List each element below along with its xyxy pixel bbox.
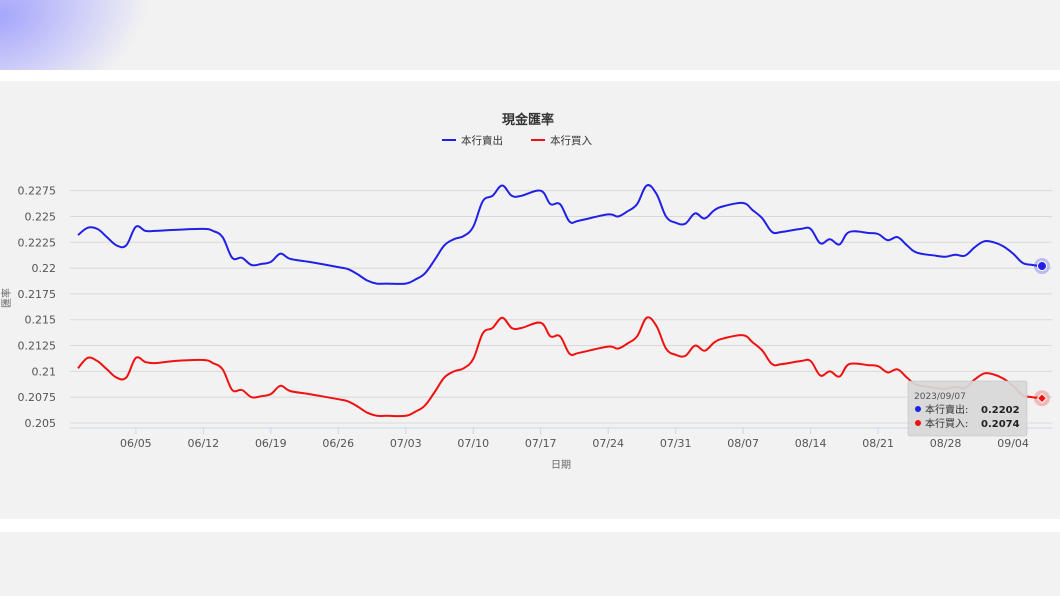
section-divider	[0, 70, 1060, 81]
top-banner	[0, 0, 1060, 70]
legend[interactable]: 本行賣出 本行買入	[442, 134, 592, 147]
x-tick-label: 08/21	[862, 437, 894, 450]
tooltip-value-sell: 0.2202	[981, 405, 1020, 416]
x-tick-label: 06/19	[255, 437, 287, 450]
x-tick-label: 06/12	[187, 437, 219, 450]
y-axis-title: 匯率	[0, 288, 13, 308]
tooltip-label-buy: 本行買入:	[925, 417, 968, 430]
y-tick-label: 0.2075	[18, 391, 57, 404]
tooltip-value-buy: 0.2074	[981, 419, 1020, 430]
x-tick-label: 06/05	[120, 437, 152, 450]
legend-label-buy: 本行買入	[550, 134, 592, 147]
y-tick-label: 0.215	[25, 314, 57, 327]
tooltip: 2023/09/07 本行賣出: 0.2202 本行買入: 0.2074	[907, 380, 1028, 437]
x-tick-label: 07/03	[390, 437, 422, 450]
hover-marker-sell	[1037, 261, 1047, 272]
hover-markers	[1034, 258, 1050, 407]
y-tick-label: 0.225	[25, 210, 57, 223]
y-tick-label: 0.205	[25, 417, 57, 430]
x-axis-title: 日期	[551, 459, 571, 471]
tooltip-dot-buy	[915, 420, 921, 426]
legend-item-buy[interactable]: 本行買入	[531, 134, 592, 147]
legend-item-sell[interactable]: 本行賣出	[442, 134, 503, 147]
section-divider	[0, 519, 1060, 532]
y-tick-label: 0.2275	[18, 185, 57, 198]
tooltip-box	[907, 380, 1028, 437]
series-lines	[77, 184, 1043, 418]
tooltip-label-sell: 本行賣出:	[925, 403, 968, 416]
x-tick-label: 06/26	[322, 437, 354, 450]
chart-panel	[0, 81, 1060, 519]
tooltip-date: 2023/09/07	[914, 392, 966, 402]
x-tick-label: 08/14	[795, 437, 827, 450]
x-tick-label: 08/07	[727, 437, 759, 450]
bottom-band	[0, 532, 1060, 596]
grid-lines	[70, 190, 1052, 424]
chart-title: 現金匯率	[502, 112, 554, 128]
x-tick-label: 07/10	[457, 437, 489, 450]
y-tick-label: 0.2125	[18, 340, 57, 353]
y-axis-ticks: 0.205 0.2075 0.21 0.2125 0.215 0.2175 0.22 0.22…	[18, 185, 57, 430]
x-tick-label: 08/28	[930, 437, 962, 450]
hover-marker-buy	[1036, 393, 1048, 404]
tooltip-dot-sell	[915, 406, 921, 412]
y-tick-label: 0.2175	[18, 288, 57, 301]
legend-label-sell: 本行賣出	[461, 134, 503, 147]
x-tick-label: 07/24	[592, 437, 624, 450]
y-tick-label: 0.2225	[18, 236, 57, 249]
series-line-buy	[77, 316, 1043, 418]
series-line-sell	[77, 184, 1043, 285]
x-tick-label: 07/17	[525, 437, 557, 450]
x-tick-label: 09/04	[997, 437, 1029, 450]
y-tick-label: 0.22	[32, 262, 57, 275]
y-tick-label: 0.21	[32, 365, 57, 378]
x-tick-label: 07/31	[660, 437, 692, 450]
x-axis-ticks: 06/05 06/12 06/19 06/26 07/03 07/10 07/17 07/24…	[120, 428, 1029, 450]
